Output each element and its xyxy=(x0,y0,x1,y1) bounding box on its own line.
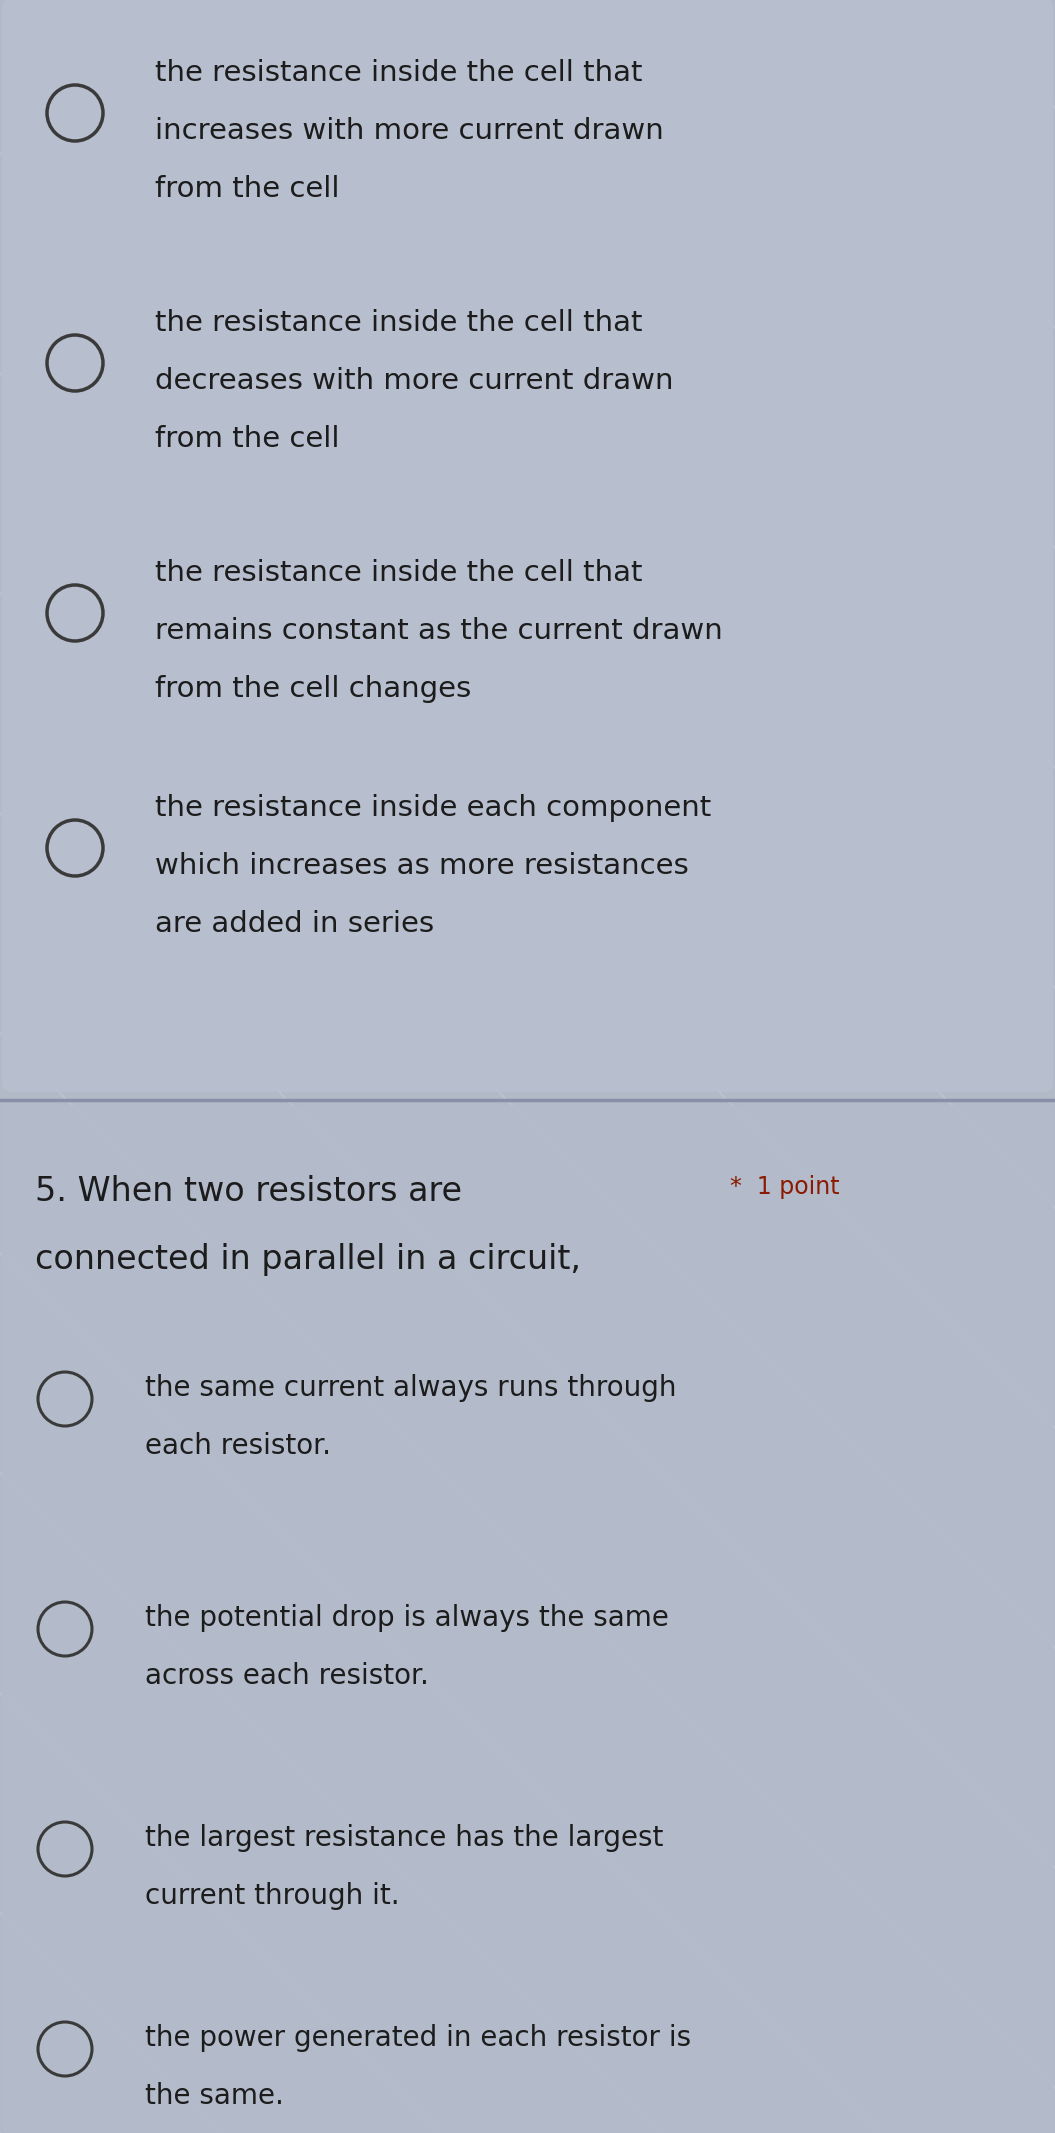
Text: decreases with more current​ drawn: decreases with more current​ drawn xyxy=(155,367,673,395)
Text: the resistance inside the cell that: the resistance inside the cell that xyxy=(155,60,642,87)
Text: 5. When two resistors are: 5. When two resistors are xyxy=(35,1175,462,1207)
Text: the same current always runs through: the same current always runs through xyxy=(145,1374,676,1401)
Text: are added in series: are added in series xyxy=(155,911,434,939)
Text: from the cell: from the cell xyxy=(155,175,340,203)
FancyBboxPatch shape xyxy=(2,0,1053,1092)
Text: across each resistor.: across each resistor. xyxy=(145,1662,429,1689)
Text: the same.: the same. xyxy=(145,2082,284,2110)
Text: the resistance inside the cell that: the resistance inside the cell that xyxy=(155,559,642,587)
Text: increases with more current drawn: increases with more current drawn xyxy=(155,117,664,145)
Text: remains constant as the current drawn: remains constant as the current drawn xyxy=(155,616,723,644)
Text: the resistance inside the cell that: the resistance inside the cell that xyxy=(155,309,642,337)
Text: the largest resistance has the largest: the largest resistance has the largest xyxy=(145,1824,664,1851)
Text: current through it.: current through it. xyxy=(145,1881,400,1909)
Text: the power generated in each resistor is: the power generated in each resistor is xyxy=(145,2024,691,2052)
Text: which increases as more resistances: which increases as more resistances xyxy=(155,851,689,881)
Text: from the cell: from the cell xyxy=(155,424,340,452)
Text: from the cell changes: from the cell changes xyxy=(155,674,472,704)
Text: the potential drop is always the same: the potential drop is always the same xyxy=(145,1604,669,1632)
Text: connected in parallel in a circuit,: connected in parallel in a circuit, xyxy=(35,1244,581,1276)
Text: each resistor.: each resistor. xyxy=(145,1431,331,1459)
Text: the resistance inside each component: the resistance inside each component xyxy=(155,793,711,821)
Text: *  1 point: * 1 point xyxy=(730,1175,840,1199)
FancyBboxPatch shape xyxy=(2,1105,1053,2133)
